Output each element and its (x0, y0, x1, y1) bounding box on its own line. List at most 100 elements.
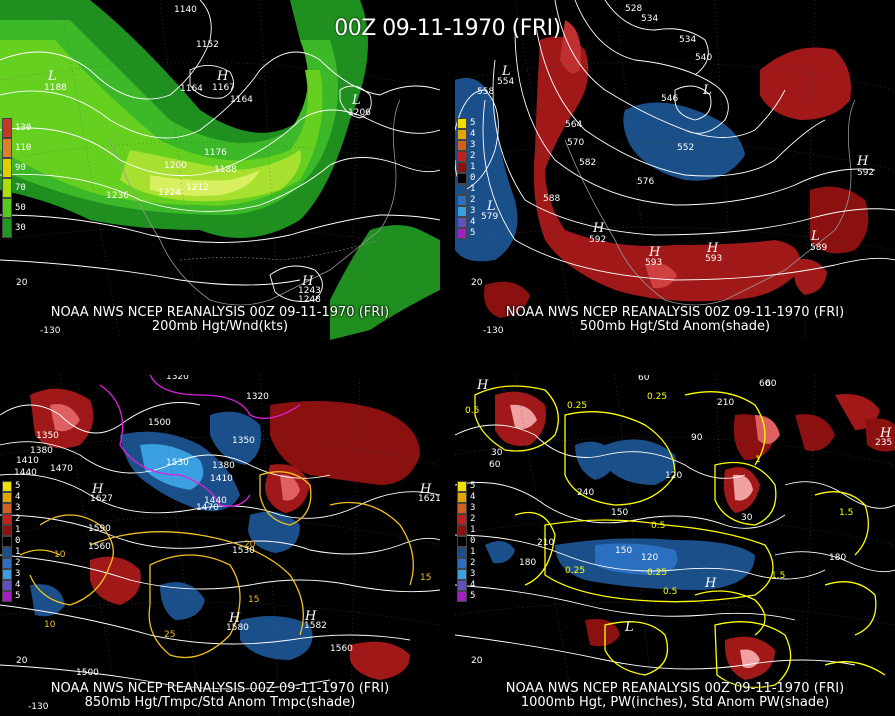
colorbar-label: 1 (470, 547, 476, 557)
colorbar-label: 3 (470, 140, 476, 150)
contour-label: 1188 (44, 83, 67, 93)
contour-label: 1440 (204, 496, 227, 506)
map-200mb: L H L H 1140 1152 1164 1167 1164 1176 11… (0, 0, 440, 340)
high-marker: H (216, 69, 229, 84)
contour-label: 1212 (186, 183, 209, 193)
colorbar-label: 4 (470, 580, 476, 590)
high-marker: H (856, 154, 869, 169)
high-marker: H (704, 576, 717, 591)
high-marker: H (706, 241, 719, 256)
temp-label: 15 (420, 573, 431, 583)
colorbar: 130 110 90 70 50 30 (2, 118, 31, 238)
colorbar-swatch (457, 569, 467, 580)
colorbar-label: 5 (470, 481, 476, 491)
colorbar-swatch (2, 481, 12, 492)
colorbar-label: 1 (15, 525, 21, 535)
contour-label: 1380 (30, 446, 53, 456)
colorbar-label: 3 (470, 569, 476, 579)
contour-label: 1243 (298, 286, 321, 296)
high-marker: H (592, 221, 605, 236)
panel-850mb: H H H H 1320 1320 1350 1380 1410 1440 14… (0, 375, 440, 716)
colorbar-label: 4 (470, 492, 476, 502)
contour-label: 150 (615, 546, 632, 556)
low-marker: L (501, 64, 511, 79)
panel-200mb: L H L H 1140 1152 1164 1167 1164 1176 11… (0, 0, 440, 340)
colorbar-swatch (457, 217, 467, 228)
colorbar-label: 2 (15, 514, 21, 524)
colorbar-label: 0 (470, 536, 476, 546)
contour-label: 576 (637, 177, 654, 187)
lat-label: 20 (471, 656, 483, 666)
panel-subtitle: 200mb Hgt/Wnd(kts) (151, 319, 289, 334)
contour-label: 1320 (166, 375, 189, 382)
contour-label: 180 (519, 558, 536, 568)
pw-label: 0.5 (663, 587, 677, 597)
contour-label: 1320 (246, 392, 269, 402)
colorbar-label: 30 (15, 223, 26, 233)
contour-label: 1206 (348, 108, 371, 118)
panel-caption: NOAA NWS NCEP REANALYSIS 00Z 09-11-1970 … (505, 305, 845, 320)
colorbar-label: 2 (15, 558, 21, 568)
panel-caption: NOAA NWS NCEP REANALYSIS 00Z 09-11-1970 … (50, 681, 390, 696)
colorbar-label: 0 (15, 536, 21, 546)
low-marker: L (47, 69, 57, 84)
contour-label: 235 (875, 438, 892, 448)
colorbar-swatch (2, 178, 12, 198)
pw-label: 1.5 (839, 508, 853, 518)
panel-subtitle: 500mb Hgt/Std Anom(shade) (579, 319, 771, 334)
contour-label: 120 (665, 471, 682, 481)
contour-label: 579 (481, 212, 498, 222)
colorbar-swatch (457, 481, 467, 492)
colorbar-swatch (457, 151, 467, 162)
colorbar-swatch (457, 129, 467, 140)
colorbar-swatch (457, 206, 467, 217)
colorbar-label: 0 (470, 173, 476, 183)
colorbar-swatch (457, 536, 467, 547)
colorbar-label: 1 (470, 525, 476, 535)
high-marker: H (648, 245, 661, 260)
contour-label: 1140 (174, 5, 197, 15)
colorbar-swatch (457, 228, 467, 239)
pw-label: 1.5 (771, 571, 785, 581)
colorbar-swatch (457, 195, 467, 206)
colorbar-label: 1 (15, 547, 21, 557)
low-marker: L (624, 620, 634, 635)
temp-label: 10 (44, 620, 56, 630)
low-marker: L (351, 93, 361, 108)
colorbar-label: 110 (15, 143, 32, 153)
colorbar-label: 4 (15, 492, 21, 502)
contour-label: 1410 (16, 456, 39, 466)
colorbar-swatch (457, 525, 467, 536)
contour-label: 592 (589, 235, 606, 245)
contour-label: 528 (625, 4, 642, 14)
contour-label: 210 (537, 538, 554, 548)
panel-caption: NOAA NWS NCEP REANALYSIS 00Z 09-11-1970 … (505, 681, 845, 696)
panel-caption: NOAA NWS NCEP REANALYSIS 00Z 09-11-1970 … (50, 305, 390, 320)
panel-subtitle: 1000mb Hgt, PW(inches), Std Anom PW(shad… (520, 695, 830, 710)
panel-1000mb: H H H L 60 60 0.5 0.25 30 60 210 240 150… (455, 375, 895, 716)
colorbar-swatch (457, 514, 467, 525)
colorbar-label: 2 (470, 151, 476, 161)
contour-label: 1176 (204, 148, 227, 158)
contour-label: 1167 (212, 83, 235, 93)
colorbar-label: 1 (470, 184, 476, 194)
lat-label: 20 (16, 656, 28, 666)
contour-label: 1530 (166, 458, 189, 468)
panel-500mb: L L L H H H H L 528 534 534 540 546 552 … (455, 0, 895, 340)
colorbar-label: 130 (15, 123, 32, 133)
contour-label: 582 (579, 158, 596, 168)
map-500mb: L L L H H H H L 528 534 534 540 546 552 … (455, 0, 895, 340)
colorbar-swatch (457, 162, 467, 173)
main-title: 00Z 09-11-1970 (FRI) (334, 16, 561, 41)
contour-label: 564 (565, 120, 582, 130)
contour-label: 534 (679, 35, 696, 45)
contour-label: 1582 (304, 621, 327, 631)
contour-label: 30 (741, 513, 753, 523)
colorbar-label: 5 (470, 228, 476, 238)
colorbar-label: 4 (15, 580, 21, 590)
colorbar-label: 2 (470, 514, 476, 524)
high-marker: H (476, 378, 489, 393)
contour-label: 1560 (88, 542, 111, 552)
